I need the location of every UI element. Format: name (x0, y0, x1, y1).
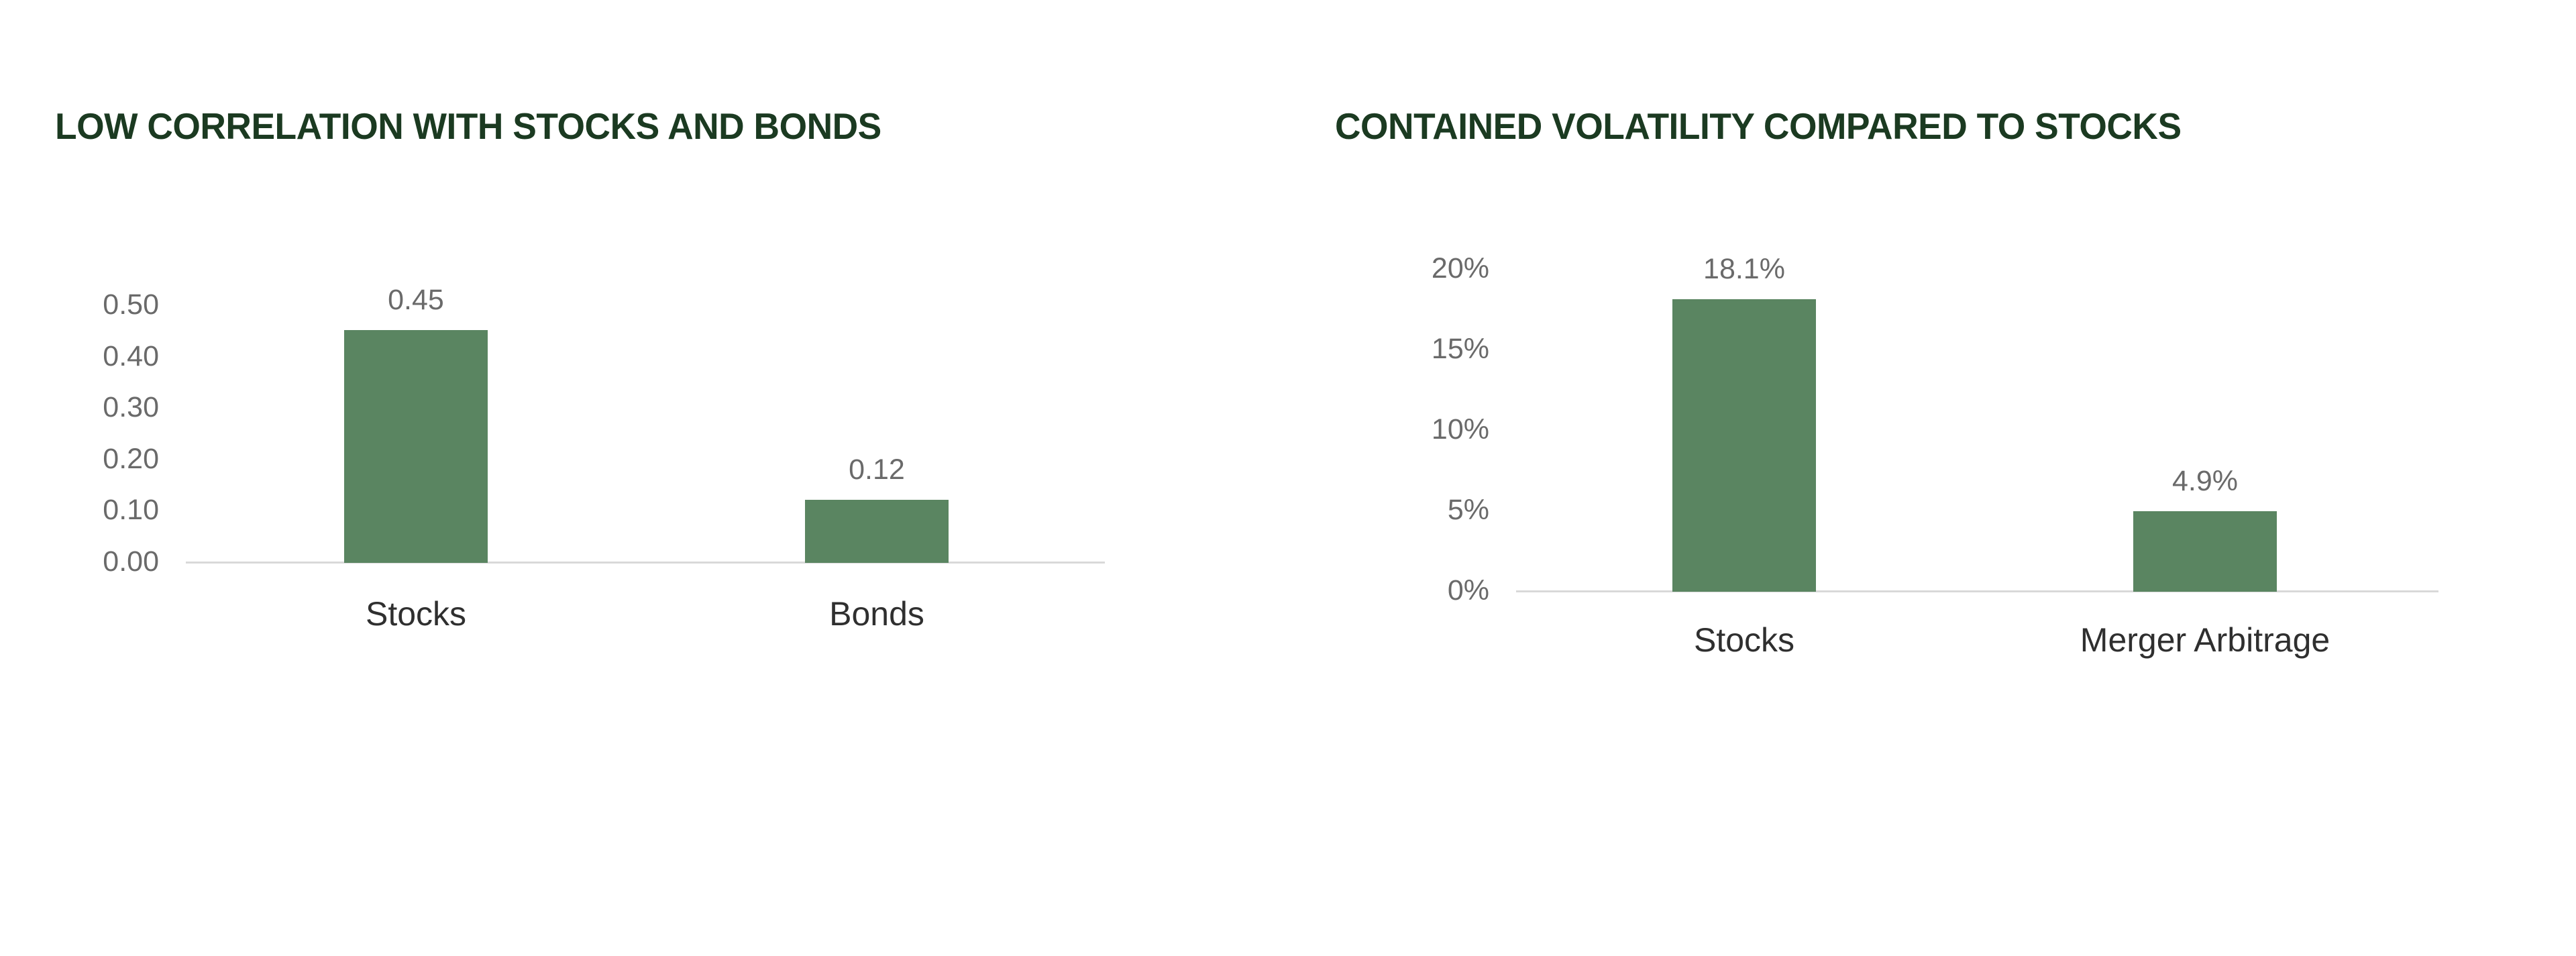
bar-value-label: 0.45 (388, 284, 444, 317)
x-category-label: Bonds (829, 595, 924, 633)
y-tick-label: 0.50 (103, 288, 159, 321)
y-tick-label: 0.00 (103, 545, 159, 578)
y-tick-label: 20% (1431, 252, 1489, 284)
y-tick-label: 0.10 (103, 494, 159, 527)
bar-bonds (805, 500, 949, 563)
bar-merger-arbitrage (2133, 511, 2277, 592)
y-tick-label: 0.20 (103, 442, 159, 475)
correlation-chart-title: LOW CORRELATION WITH STOCKS AND BONDS (55, 105, 881, 147)
y-tick-label: 5% (1447, 494, 1489, 526)
y-tick-label: 0.30 (103, 391, 159, 424)
bar-stocks (1672, 299, 1816, 592)
bar-value-label: 0.12 (849, 454, 905, 486)
x-category-label: Stocks (1693, 621, 1795, 659)
y-tick-label: 15% (1431, 333, 1489, 365)
x-category-label: Stocks (365, 595, 467, 633)
y-tick-label: 0.40 (103, 339, 159, 372)
bar-value-label: 4.9% (2171, 465, 2238, 498)
bar-value-label: 18.1% (1703, 252, 1785, 285)
x-category-label: Merger Arbitrage (2080, 621, 2330, 659)
bar-stocks (344, 330, 488, 563)
y-tick-label: 0% (1447, 574, 1489, 606)
y-tick-label: 10% (1431, 413, 1489, 445)
x-axis-line (1516, 590, 2438, 592)
volatility-chart-title: CONTAINED VOLATILITY COMPARED TO STOCKS (1335, 105, 2182, 147)
x-axis-line (186, 562, 1105, 564)
